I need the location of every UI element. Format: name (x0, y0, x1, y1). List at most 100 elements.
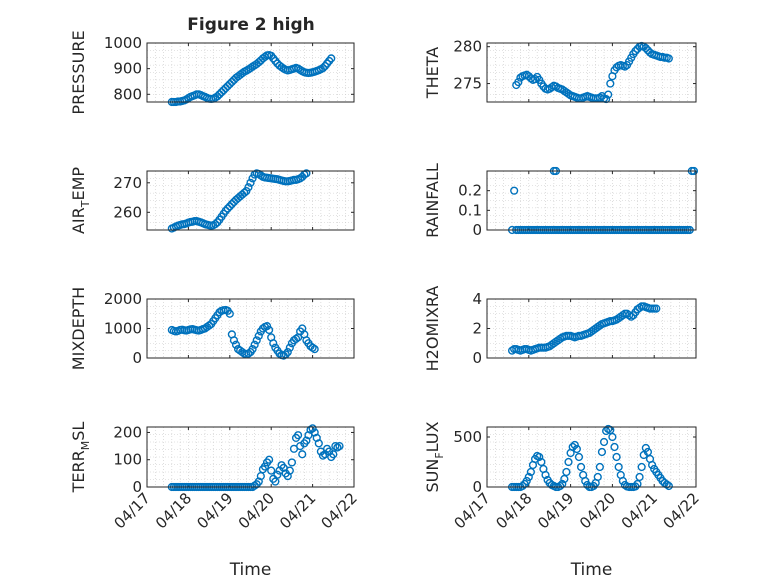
data-point (335, 441, 344, 451)
data-point (302, 169, 311, 178)
data-point (664, 54, 673, 63)
yaxis-label: THETA (423, 47, 442, 99)
data-point (662, 480, 671, 489)
data-point (329, 450, 338, 459)
yaxis-label: RAINFALL (423, 163, 442, 238)
data-point (602, 426, 611, 436)
data-point (219, 86, 228, 95)
data-point (612, 452, 621, 462)
figure-title: Figure 2 high (187, 15, 315, 35)
ytick-label: 270 (113, 174, 142, 192)
data-point (530, 75, 540, 84)
data-point (318, 64, 328, 73)
axes-box (146, 298, 355, 359)
subplot-5: 0 1000 2000 MIXDEPTH (69, 287, 355, 370)
data-point (593, 472, 602, 482)
data-series (167, 50, 336, 107)
ytick-label: 2 (472, 320, 482, 338)
ytick-label: 100 (113, 451, 142, 469)
ytick-label: 0 (132, 349, 142, 367)
data-point (298, 450, 307, 459)
data-point (269, 339, 278, 348)
ytick-label: 0 (132, 478, 142, 496)
data-point (250, 340, 259, 349)
axes-box (486, 170, 697, 231)
data-point (641, 44, 650, 53)
minor-grid (486, 170, 697, 231)
data-point (572, 444, 581, 454)
data-point (267, 466, 276, 475)
data-point (631, 47, 640, 56)
data-point (608, 432, 617, 442)
data-point (314, 439, 323, 448)
data-point (252, 336, 261, 345)
data-point (556, 481, 565, 491)
subplot-4: 0 0.10.2 RAINFALL (423, 163, 699, 239)
yaxis-label: SUNFLUX (423, 421, 446, 492)
data-point (564, 457, 573, 467)
ytick-label: 0.2 (458, 182, 482, 200)
data-point (244, 183, 253, 192)
ytick-label: 0 (472, 221, 482, 239)
data-point (516, 73, 525, 82)
data-point (223, 204, 232, 213)
data-point (308, 424, 317, 433)
data-point (211, 220, 220, 229)
data-point (244, 349, 253, 358)
data-point (606, 79, 615, 88)
data-point (283, 348, 292, 357)
data-point (664, 481, 673, 491)
axes-box (486, 426, 697, 488)
data-point (574, 452, 584, 462)
data-point (229, 336, 239, 345)
data-point (524, 472, 533, 482)
data-point (560, 474, 569, 484)
data-point (285, 343, 294, 352)
data-point (526, 467, 535, 477)
ytick-label: 900 (113, 60, 142, 78)
data-point (227, 199, 236, 209)
ytick-label: 4 (472, 290, 482, 308)
axes-box (146, 170, 355, 231)
data-point (221, 206, 230, 215)
ytick-label: 800 (113, 85, 142, 103)
data-point (614, 462, 623, 472)
data-point (570, 440, 579, 450)
data-point (238, 69, 247, 78)
data-point (635, 472, 644, 482)
axes-box (486, 298, 697, 359)
subplot-3: 260 270 AIRTEMP (69, 167, 355, 234)
data-point (568, 442, 577, 452)
ytick-label: 2000 (104, 290, 142, 308)
data-point (205, 321, 214, 330)
data-point (510, 186, 519, 195)
data-point (294, 431, 303, 440)
data-point (652, 304, 661, 313)
data-point (291, 334, 301, 343)
axes-box (486, 42, 697, 103)
subplot-2: 275 280 THETA (423, 38, 697, 104)
data-point (221, 84, 230, 93)
data-point (535, 452, 544, 462)
data-point (645, 48, 655, 57)
data-point (641, 443, 650, 453)
ytick-label: 0 (472, 349, 482, 367)
data-point (643, 447, 653, 457)
data-series (507, 302, 661, 355)
data-point (225, 79, 234, 89)
data-point (581, 476, 590, 486)
data-point (273, 470, 282, 479)
ytick-label: 1000 (104, 320, 142, 338)
data-point (627, 312, 636, 321)
data-point (248, 345, 257, 354)
data-point (213, 92, 222, 101)
data-series (167, 169, 311, 233)
data-point (287, 458, 297, 467)
ytick-label: 1000 (104, 34, 142, 52)
data-point (562, 467, 571, 477)
data-point (599, 437, 609, 447)
ytick-label: 280 (453, 38, 482, 56)
data-point (637, 462, 646, 472)
data-point (308, 343, 317, 352)
